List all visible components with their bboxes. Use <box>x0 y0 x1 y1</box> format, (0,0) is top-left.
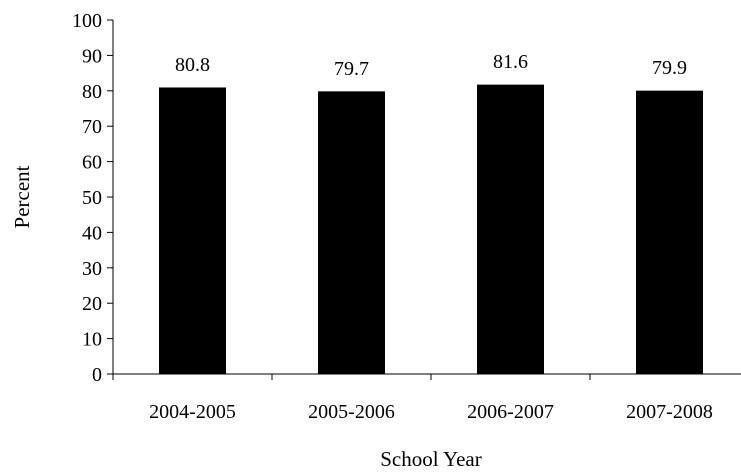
bar <box>477 84 544 375</box>
y-tick-label: 70 <box>82 116 102 138</box>
y-tick-label: 60 <box>82 152 102 174</box>
bar <box>318 91 385 375</box>
value-labels: 80.8 79.7 81.6 79.9 <box>175 51 687 80</box>
bar <box>636 90 703 375</box>
y-tick-label: 0 <box>92 364 102 386</box>
x-axis-title: School Year <box>380 447 482 471</box>
y-axis-title: Percent <box>10 165 34 228</box>
y-tick-label: 40 <box>82 222 102 244</box>
bar <box>159 87 226 375</box>
y-axis: 0 10 20 30 40 50 60 70 80 90 100 <box>72 10 114 386</box>
bar-value-label: 79.7 <box>334 58 369 80</box>
x-tick-label: 2006-2007 <box>467 401 554 423</box>
y-tick-label: 80 <box>82 81 102 103</box>
bar-value-label: 81.6 <box>493 51 528 73</box>
y-tick-label: 90 <box>82 45 102 67</box>
bar-value-label: 79.9 <box>652 57 687 79</box>
y-tick-label: 20 <box>82 293 102 315</box>
y-tick-label: 50 <box>82 187 102 209</box>
y-tick-label: 100 <box>72 10 102 32</box>
x-axis: 2004-2005 2005-2006 2006-2007 2007-2008 <box>112 373 741 423</box>
x-tick-label: 2005-2006 <box>308 401 395 423</box>
bar-value-label: 80.8 <box>175 54 210 76</box>
x-tick-label: 2007-2008 <box>626 401 713 423</box>
y-tick-label: 10 <box>82 329 102 351</box>
y-tick-label: 30 <box>82 258 102 280</box>
bars <box>159 84 703 375</box>
x-tick-label: 2004-2005 <box>149 401 236 423</box>
